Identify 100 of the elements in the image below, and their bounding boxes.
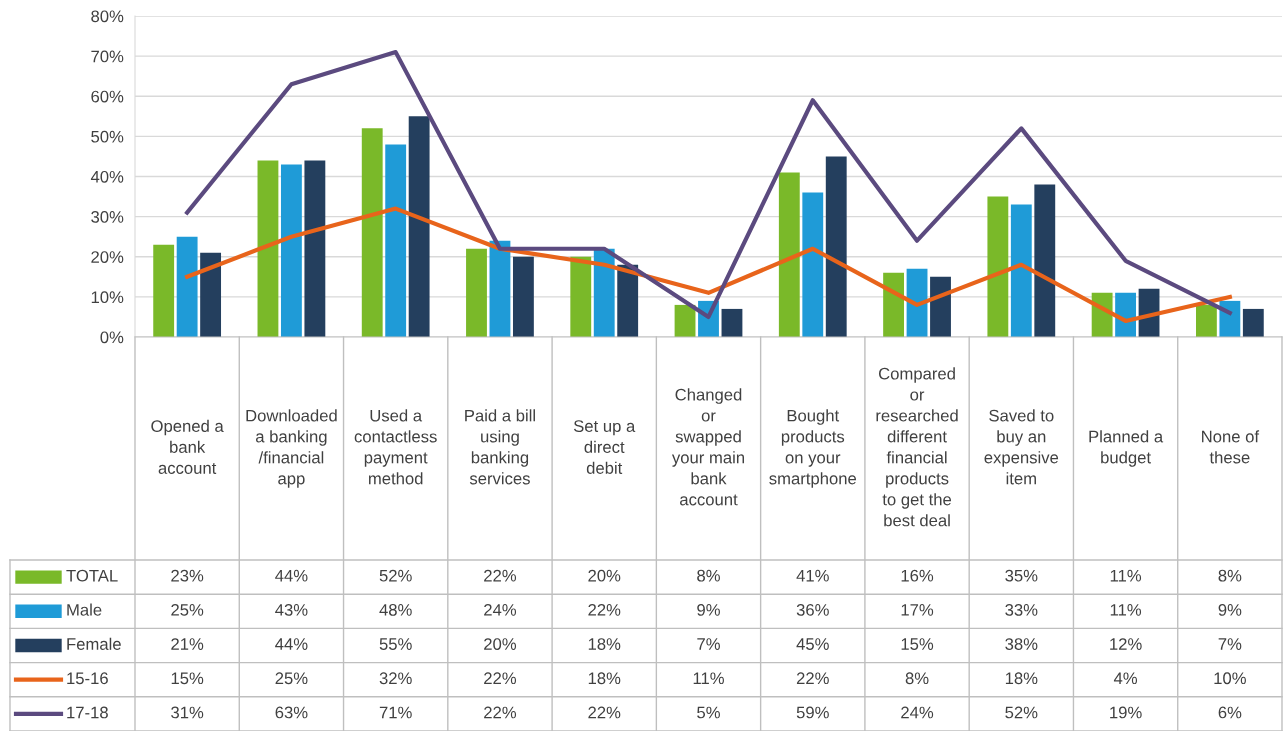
data-label: 12% (1110, 638, 1142, 650)
legend-label: 15-16 (67, 672, 108, 685)
bar (466, 248, 487, 337)
bar (385, 144, 407, 337)
data-label: 18% (1005, 672, 1038, 685)
data-label: 35% (1005, 569, 1038, 582)
y-tick-label: 50% (91, 130, 124, 143)
data-label: 33% (1005, 603, 1038, 616)
data-label: 52% (379, 569, 412, 582)
data-label: 71% (379, 706, 412, 719)
data-label: 5% (697, 706, 720, 719)
data-label: 25% (171, 603, 204, 616)
y-tick-label: 0% (100, 331, 124, 344)
x-tick-label: Saved to buy an expensive item (984, 409, 1059, 485)
x-tick-label: Downloaded a banking /financial app (246, 409, 337, 488)
data-label: 43% (275, 603, 308, 616)
data-label: 16% (901, 569, 934, 582)
data-label: 48% (379, 603, 412, 616)
data-label: 25% (275, 672, 308, 685)
data-label: 23% (171, 569, 204, 582)
data-label: 18% (588, 638, 621, 650)
y-tick-label: 70% (91, 50, 124, 63)
data-label: 38% (1005, 638, 1038, 650)
data-label: 32% (379, 672, 412, 685)
data-label: 19% (1110, 706, 1142, 719)
bar (153, 244, 175, 337)
bar (1010, 204, 1032, 337)
bar (1034, 184, 1056, 337)
bar (593, 248, 615, 337)
legend-label: TOTAL (66, 569, 118, 582)
data-label: 8% (905, 672, 929, 685)
data-label: 24% (484, 603, 517, 616)
data-label: 9% (697, 603, 720, 616)
y-tick-label: 80% (91, 10, 124, 23)
x-tick-label: None of these (1202, 430, 1260, 464)
x-tick-label: Set up a direct debit (573, 420, 636, 474)
y-tick-label: 60% (91, 90, 124, 103)
bar (176, 236, 198, 337)
data-label: 44% (275, 638, 308, 650)
x-tick-label: Opened a bank account (151, 419, 224, 474)
data-label: 21% (171, 638, 204, 650)
bar (304, 160, 326, 337)
bar (200, 252, 222, 337)
data-label: 63% (275, 706, 308, 719)
bar (987, 196, 1009, 337)
data-label: 4% (1113, 672, 1138, 685)
data-label: 18% (588, 672, 621, 685)
data-label: 11% (1110, 604, 1142, 616)
data-label: 15% (171, 672, 204, 685)
bar (778, 172, 800, 337)
data-label: 36% (796, 603, 829, 616)
legend-label: 17-18 (67, 706, 108, 719)
data-label: 44% (275, 569, 308, 582)
bar (280, 164, 302, 337)
data-label: 22% (796, 672, 829, 685)
bar (408, 116, 430, 337)
bar (257, 160, 279, 337)
data-label: 22% (484, 706, 517, 719)
x-tick-label: Bought products on your smartphone (769, 409, 857, 488)
data-label: 41% (796, 569, 829, 582)
data-label: 31% (171, 706, 204, 719)
data-label: 8% (697, 569, 720, 582)
data-label: 59% (796, 706, 829, 719)
data-label: 17% (901, 604, 934, 616)
data-label: 15% (901, 638, 934, 650)
x-tick-label: Paid a bill using banking services (465, 409, 535, 485)
data-label: 9% (1218, 603, 1242, 616)
data-label: 22% (588, 706, 621, 719)
y-tick-label: 30% (91, 211, 124, 223)
bar (512, 256, 534, 337)
x-tick-label: Planned a budget (1089, 430, 1164, 467)
x-tick-label: Used a contactless payment method (354, 409, 437, 485)
line-series (185, 206, 1232, 324)
bar (617, 264, 639, 337)
data-label: 20% (484, 638, 517, 650)
y-tick-label: 10% (91, 291, 124, 304)
x-tick-label: Changed or swapped your main bank account (671, 388, 745, 506)
data-label: 24% (901, 706, 934, 719)
data-label: 11% (693, 672, 724, 685)
y-tick-label: 40% (90, 170, 124, 183)
data-label: 22% (484, 672, 517, 685)
bar (570, 256, 592, 337)
data-label: 20% (588, 569, 621, 582)
data-label: 22% (484, 569, 517, 582)
bar (721, 308, 743, 337)
bar (361, 128, 383, 337)
bar (825, 156, 847, 337)
bar (1195, 304, 1217, 337)
bar (802, 192, 824, 337)
bar (883, 272, 905, 337)
y-tick-label: 20% (91, 251, 124, 263)
data-label: 7% (697, 638, 720, 650)
bar (930, 276, 951, 337)
data-label: 7% (1218, 638, 1242, 650)
data-label: 11% (1110, 569, 1142, 582)
x-tick-label: Compared or researched different financial products to get the best deal (876, 367, 958, 527)
data-label: 52% (1005, 706, 1038, 719)
data-label: 8% (1218, 569, 1242, 582)
data-label: 10% (1214, 672, 1246, 685)
legend-label: Female (67, 637, 121, 650)
